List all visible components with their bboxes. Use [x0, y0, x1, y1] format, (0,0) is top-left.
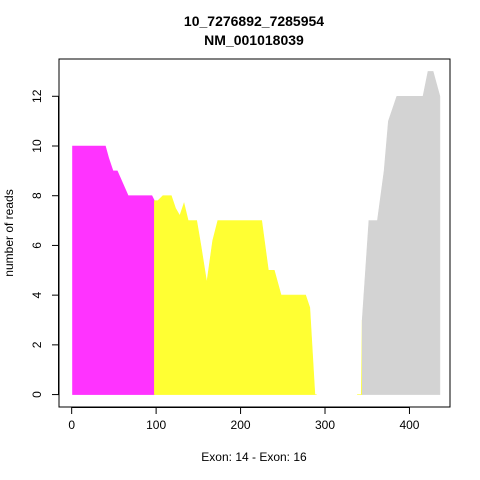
x-tick-label: 0 — [68, 418, 75, 432]
coverage-area-2 — [154, 195, 317, 395]
y-tick-label: 10 — [30, 139, 44, 153]
y-tick-label: 4 — [30, 291, 44, 298]
coverage-area-2-segment — [357, 319, 363, 395]
series-layer — [72, 71, 441, 395]
y-tick-label: 0 — [30, 391, 44, 398]
x-tick-label: 100 — [146, 418, 166, 432]
coverage-area-1 — [72, 145, 155, 395]
x-tick-label: 400 — [399, 418, 419, 432]
coverage-area-3 — [361, 71, 441, 395]
x-axis-label: Exon: 14 - Exon: 16 — [201, 450, 307, 464]
y-tick-label: 6 — [30, 242, 44, 249]
chart-title: 10_7276892_7285954 — [184, 13, 324, 29]
chart-subtitle: NM_001018039 — [204, 32, 304, 48]
y-tick-label: 2 — [30, 341, 44, 348]
y-tick-label: 8 — [30, 192, 44, 199]
plot-frame — [58, 58, 451, 408]
y-tick-label: 12 — [30, 89, 44, 103]
x-tick-label: 200 — [231, 418, 251, 432]
x-tick-label: 300 — [315, 418, 335, 432]
y-axis-label: number of reads — [2, 189, 16, 276]
